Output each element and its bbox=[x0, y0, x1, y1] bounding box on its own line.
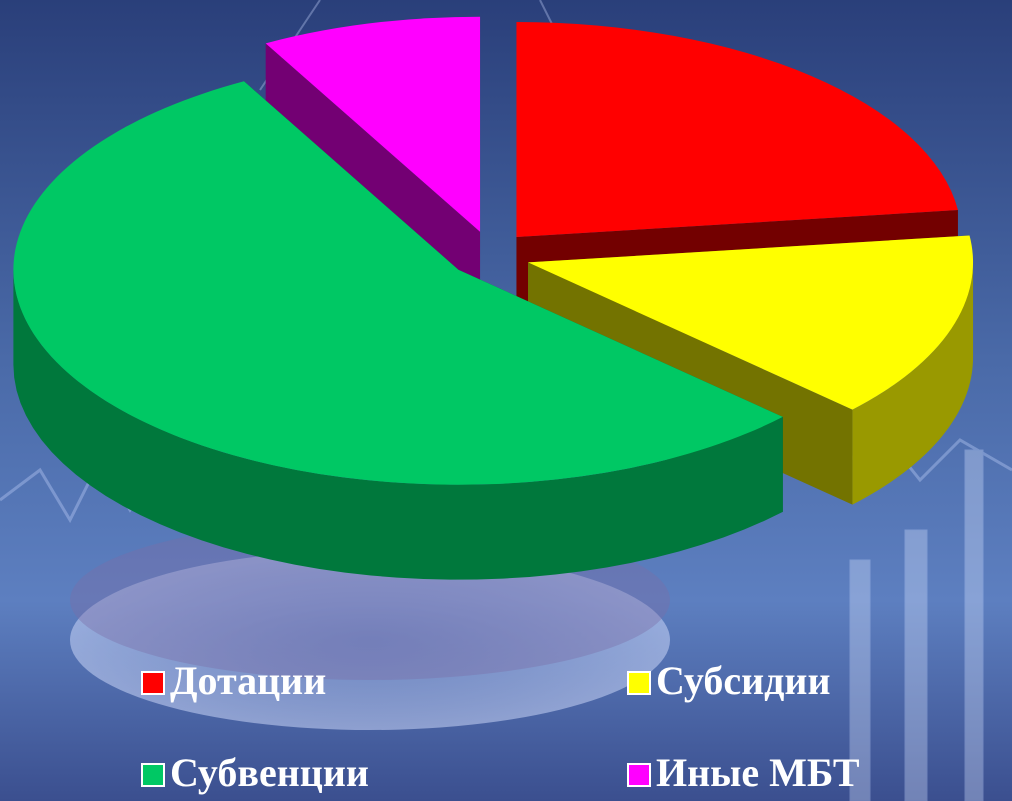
legend-label: Иные МБТ bbox=[656, 750, 860, 795]
chart: Дотации Субсидии Субвенции Иные МБТ bbox=[0, 0, 1012, 801]
legend-label: Дотации bbox=[170, 658, 326, 703]
legend-swatch bbox=[628, 672, 650, 694]
legend-swatch bbox=[628, 764, 650, 786]
legend-swatch bbox=[142, 672, 164, 694]
legend-label: Субсидии bbox=[656, 658, 831, 703]
legend-swatch bbox=[142, 764, 164, 786]
legend-label: Субвенции bbox=[170, 750, 369, 795]
